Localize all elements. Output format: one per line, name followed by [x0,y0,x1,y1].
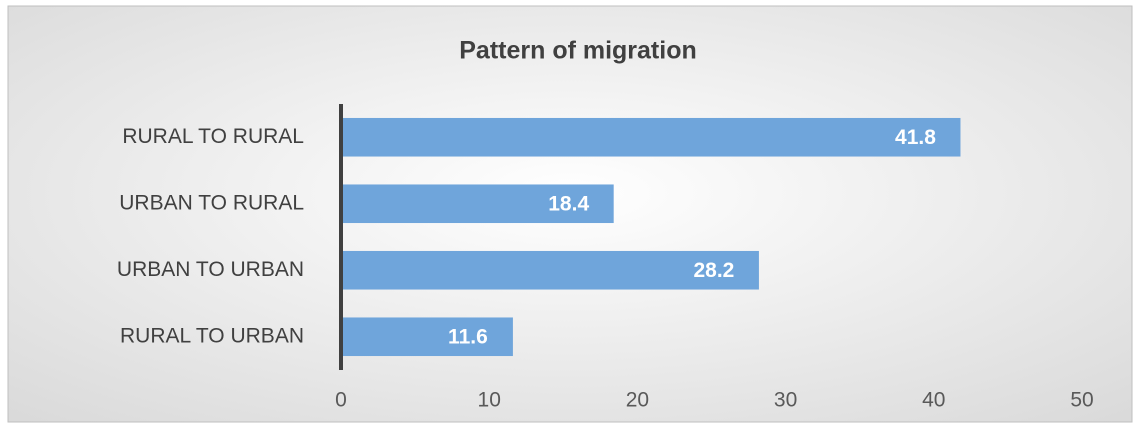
bar [341,184,614,224]
data-label: 18.4 [548,192,589,215]
x-tick-label: 20 [626,389,649,412]
y-tick-label: RURAL TO URBAN [120,324,304,347]
y-tick-label: URBAN TO RURAL [119,191,304,214]
bar [341,317,513,357]
chart-title: Pattern of migration [459,37,697,65]
y-tick-label: RURAL TO RURAL [122,125,304,148]
plot-area: 0 10 20 30 40 50 RURAL TO RURAL 41.8 URBAN TO RU… [117,104,1094,412]
x-tick-label: 0 [335,389,347,412]
x-tick-label: 30 [774,389,797,412]
x-tick-label: 50 [1070,389,1093,412]
x-tick-label: 40 [922,389,945,412]
data-label: 11.6 [448,325,488,348]
data-label: 28.2 [693,259,734,282]
x-tick-label: 10 [478,389,501,412]
data-label: 41.8 [895,126,936,149]
bar [341,250,759,290]
y-tick-label: URBAN TO URBAN [117,258,304,281]
bar [341,117,961,157]
